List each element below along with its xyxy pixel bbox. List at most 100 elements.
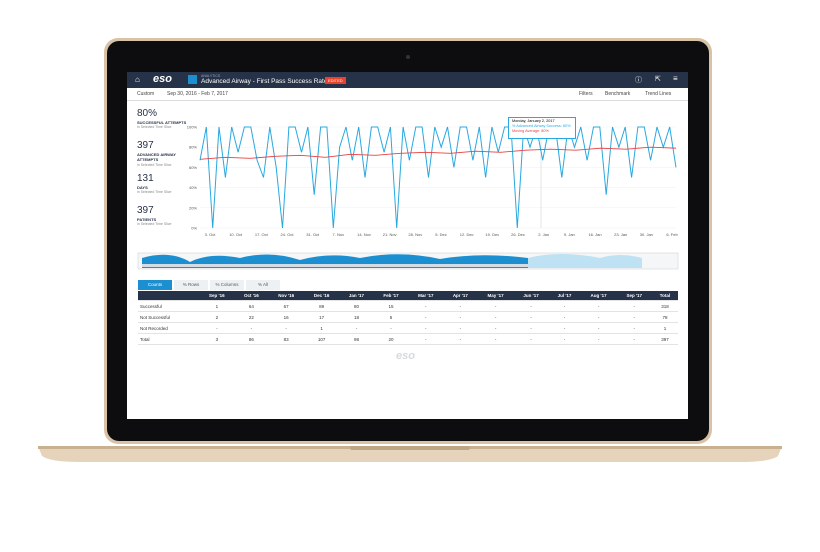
column-header: Jul '17 [548, 291, 581, 301]
tooltip: Monday, January 2, 2017 % Advanced Airwa… [508, 117, 576, 139]
cell: - [513, 300, 549, 312]
x-tick-label: 9. Jan [564, 232, 575, 237]
x-tick-label: 31. Oct [306, 232, 320, 237]
home-icon[interactable]: ⌂ [135, 75, 140, 84]
range-type[interactable]: Custom [137, 91, 155, 97]
date-range[interactable]: Sep 30, 2016 - Feb 7, 2017 [167, 91, 228, 97]
cell: - [477, 333, 514, 345]
cell: 16 [268, 311, 305, 323]
table-row: Total 3 86 83 107 98 20- - - - - - -397 [138, 333, 678, 345]
benchmark-button[interactable]: Benchmark [605, 91, 631, 97]
column-header: Oct '16 [234, 291, 269, 301]
cell: - [548, 311, 581, 323]
cell: - [408, 300, 444, 312]
row-header: Total [138, 333, 200, 345]
moving-average-line [199, 146, 677, 160]
tooltip-series: % Advanced Airway Success: 80% [512, 124, 571, 128]
x-tick-label: 6. Feb [666, 232, 678, 237]
kpi-value: 397 [137, 140, 154, 151]
tab[interactable]: % Rows [174, 280, 208, 290]
kpi-label: DAYS [137, 185, 148, 190]
x-tick-label: 19. Dec [485, 232, 499, 237]
notch [350, 446, 470, 450]
cell: - [616, 300, 652, 312]
tab[interactable]: % Columns [210, 280, 244, 290]
cell: 15 [373, 300, 409, 312]
badge[interactable]: EDITED [325, 77, 346, 84]
x-tick-label: 21. Nov [383, 232, 397, 237]
x-tick-label: 28. Nov [408, 232, 422, 237]
tab[interactable]: Counts [138, 280, 172, 290]
cell: - [580, 311, 617, 323]
column-header: Apr '17 [443, 291, 478, 301]
cell: - [580, 322, 617, 334]
cell: - [443, 300, 478, 312]
cell: 64 [234, 300, 269, 312]
cell: - [199, 322, 235, 334]
x-tick-label: 10. Oct [229, 232, 243, 237]
column-header: May '17 [477, 291, 514, 301]
cell: - [234, 322, 269, 334]
cell: - [548, 333, 581, 345]
y-tick-label: 80% [189, 145, 197, 150]
kpi-note: in Selected Time Slice [137, 190, 172, 194]
cell: - [513, 333, 549, 345]
cell: - [443, 322, 478, 334]
info-icon[interactable]: ⓘ [635, 77, 642, 84]
cell: 83 [268, 333, 305, 345]
x-tick-label: 12. Dec [460, 232, 474, 237]
kpi-note: in Selected Time Slice [137, 222, 172, 226]
column-header: Sep '17 [616, 291, 652, 301]
column-header: Nov '16 [268, 291, 305, 301]
y-tick-label: 60% [189, 165, 197, 170]
cell: 67 [268, 300, 305, 312]
x-tick-label: 24. Oct [281, 232, 295, 237]
success-line [199, 126, 677, 229]
column-header: Feb '17 [373, 291, 409, 301]
table-row: Successful 1 64 67 89 80 15- - - - - - -318 [138, 300, 678, 312]
tooltip-average: Moving Average: 80% [512, 129, 549, 133]
kpi-label: ADVANCED AIRWAY ATTEMPTS [137, 152, 176, 162]
kpi-note: in Selected Time Slice [137, 125, 172, 129]
screen [127, 72, 688, 419]
column-header: Dec '16 [304, 291, 340, 301]
cell: - [513, 322, 549, 334]
column-header: Aug '17 [580, 291, 617, 301]
data-table: Sep '16 Oct '16 Nov '16 Dec '16 Jan '17 Feb '… [138, 291, 678, 345]
header-row: Sep '16 Oct '16 Nov '16 Dec '16 Jan '17 Feb '… [138, 291, 678, 301]
column-header: Mar '17 [408, 291, 444, 301]
cell: - [580, 300, 617, 312]
cell: 397 [651, 333, 678, 345]
kpi-label: SUCCESSFUL ATTEMPTS [137, 120, 187, 125]
navigator-area-out [528, 254, 642, 268]
y-tick-label: 40% [189, 185, 197, 190]
cell: 5 [373, 311, 409, 323]
cell: - [408, 322, 444, 334]
cell: - [443, 333, 478, 345]
navigator-scrollbar [142, 264, 528, 267]
cell: 98 [339, 333, 374, 345]
cell: 1 [651, 322, 678, 334]
cell: - [408, 311, 444, 323]
x-tick-label: 16. Jan [588, 232, 601, 237]
x-tick-label: 3. Oct [205, 232, 217, 237]
trend-lines-button[interactable]: Trend Lines [645, 91, 672, 97]
watermark: eso [396, 350, 415, 362]
table-row: Not Successful 2 22 16 17 18 5- - - - - - -78 [138, 311, 678, 323]
cell: 2 [199, 311, 235, 323]
cell: - [580, 333, 617, 345]
report-title: Advanced Airway - First Pass Success Rat… [201, 78, 328, 85]
share-icon[interactable]: ⇱ [655, 76, 661, 83]
tab[interactable]: % All [246, 280, 280, 290]
section: ANALYTICS [201, 74, 221, 78]
menu-icon[interactable]: ≡ [673, 74, 678, 83]
row-header: Successful [138, 300, 200, 312]
x-tick-label: 23. Jan [614, 232, 627, 237]
tooltip-date: Monday, January 2, 2017 [512, 119, 555, 123]
filters-button[interactable]: Filters [579, 91, 593, 97]
cell: 78 [651, 311, 678, 323]
camera [406, 55, 410, 59]
cell: - [548, 322, 581, 334]
cell: 22 [234, 311, 269, 323]
